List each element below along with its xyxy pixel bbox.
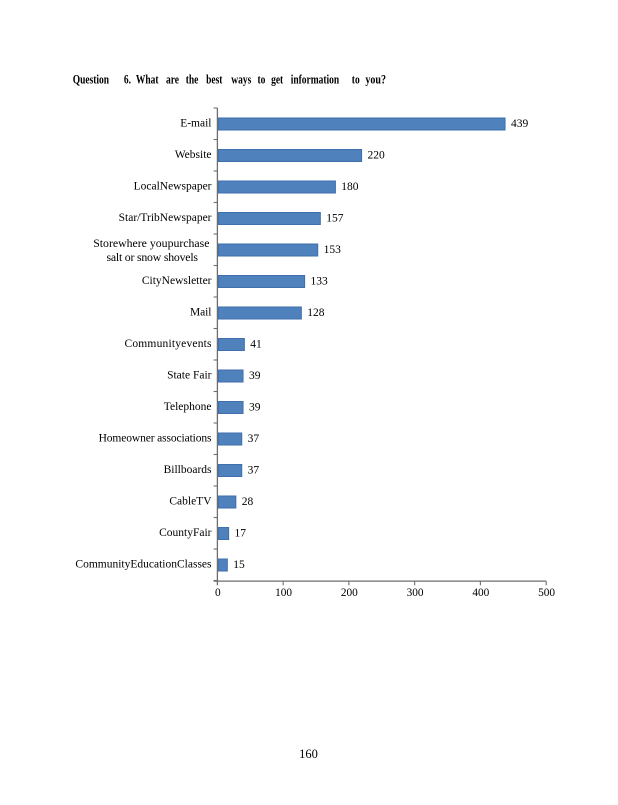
svg-text:ways: ways <box>231 73 252 87</box>
svg-text:State Fair: State Fair <box>167 370 212 382</box>
svg-text:300: 300 <box>407 587 424 599</box>
svg-text:salt or snow shovels: salt or snow shovels <box>107 250 199 264</box>
svg-text:E-mail: E-mail <box>180 118 211 130</box>
svg-text:37: 37 <box>248 433 260 445</box>
svg-text:LocalNewspaper: LocalNewspaper <box>134 181 212 193</box>
svg-text:Mail: Mail <box>190 307 212 319</box>
svg-text:CableTV: CableTV <box>169 496 212 508</box>
svg-text:the: the <box>186 73 199 87</box>
svg-text:39: 39 <box>249 401 261 413</box>
svg-text:157: 157 <box>326 212 344 224</box>
svg-text:Question: Question <box>73 73 110 87</box>
svg-text:Storewhere youpurchase: Storewhere youpurchase <box>93 236 209 250</box>
svg-text:CityNewsletter: CityNewsletter <box>142 275 212 287</box>
svg-text:37: 37 <box>248 464 260 476</box>
svg-text:Star/TribNewspaper: Star/TribNewspaper <box>119 212 212 224</box>
svg-text:128: 128 <box>307 307 325 319</box>
svg-text:6.: 6. <box>124 73 131 87</box>
svg-text:0: 0 <box>215 587 221 599</box>
svg-text:you?: you? <box>365 72 386 87</box>
svg-text:information: information <box>291 73 340 87</box>
svg-text:get: get <box>271 73 283 87</box>
svg-text:Telephone: Telephone <box>164 401 212 413</box>
svg-text:CommunityEducationClasses: CommunityEducationClasses <box>75 559 212 571</box>
svg-text:17: 17 <box>235 527 247 539</box>
svg-text:41: 41 <box>250 338 262 350</box>
svg-text:100: 100 <box>275 587 292 599</box>
svg-text:180: 180 <box>341 181 359 193</box>
svg-text:133: 133 <box>311 275 329 287</box>
svg-text:200: 200 <box>341 587 358 599</box>
svg-text:to: to <box>352 73 360 87</box>
svg-text:Billboards: Billboards <box>164 464 212 476</box>
svg-text:39: 39 <box>249 370 261 382</box>
svg-text:220: 220 <box>368 149 386 161</box>
svg-text:500: 500 <box>538 587 555 599</box>
svg-text:Website: Website <box>175 149 212 161</box>
svg-text:What: What <box>136 73 159 87</box>
svg-text:best: best <box>206 73 223 87</box>
svg-text:CountyFair: CountyFair <box>159 527 212 539</box>
svg-text:15: 15 <box>233 559 245 571</box>
svg-text:400: 400 <box>472 587 489 599</box>
svg-text:are: are <box>166 73 179 87</box>
svg-text:439: 439 <box>511 118 529 130</box>
svg-text:to: to <box>258 73 266 87</box>
svg-text:160: 160 <box>299 747 318 761</box>
svg-text:153: 153 <box>324 244 342 256</box>
svg-text:Homeowner associations: Homeowner associations <box>99 433 212 445</box>
svg-text:Communityevents: Communityevents <box>125 338 213 350</box>
svg-text:28: 28 <box>242 496 254 508</box>
